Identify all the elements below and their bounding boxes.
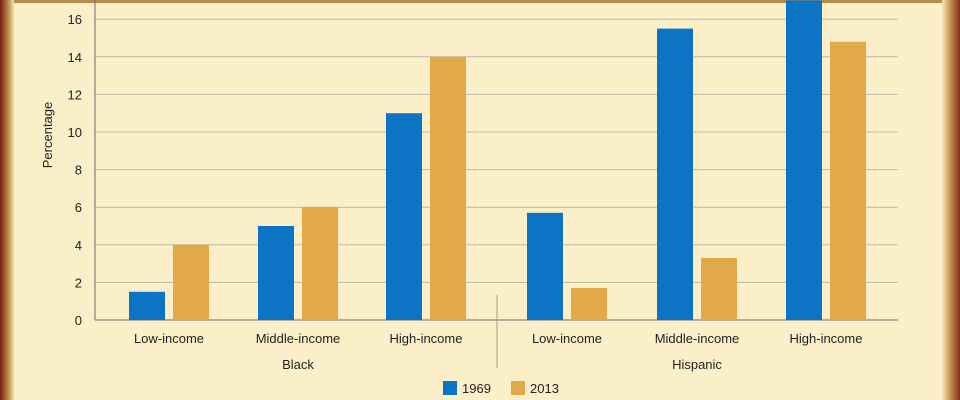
y-tick-label: 10 [68, 125, 82, 140]
top-edge-decoration [14, 0, 942, 3]
group-labels: Black Hispanic [282, 357, 722, 372]
category-labels: Low-income Middle-income High-income Low-in… [134, 331, 863, 346]
bar-1969-2 [386, 113, 422, 320]
y-axis-label: Percentage [40, 102, 55, 169]
right-edge-decoration [942, 0, 960, 400]
y-tick-label: 8 [75, 163, 82, 178]
category-label: Middle-income [655, 331, 740, 346]
bar-1969-5 [786, 0, 822, 321]
y-tick-label: 14 [68, 50, 82, 65]
category-label: Low-income [532, 331, 602, 346]
legend-label: 2013 [530, 381, 559, 396]
bar-2013-1 [302, 207, 338, 320]
y-tick-label: 4 [75, 238, 82, 253]
category-label: High-income [390, 331, 463, 346]
bar-2013-0 [173, 244, 209, 320]
group-label: Hispanic [672, 357, 722, 372]
bar-1969-4 [657, 28, 693, 320]
legend-swatch-1969 [443, 381, 457, 395]
gridlines [95, 18, 898, 283]
bar-2013-4 [701, 257, 737, 320]
y-tick-label: 0 [75, 313, 82, 328]
y-tick-label: 12 [68, 87, 82, 102]
bar-1969-0 [129, 291, 165, 320]
category-label: High-income [790, 331, 863, 346]
bar-2013-3 [571, 288, 607, 320]
category-label: Middle-income [256, 331, 341, 346]
legend-label: 1969 [462, 381, 491, 396]
group-label: Black [282, 357, 314, 372]
y-axis-ticks: 0 2 4 6 8 10 12 14 16 [68, 12, 82, 328]
left-edge-decoration [0, 0, 14, 400]
legend: 1969 2013 [443, 381, 559, 396]
bar-1969-1 [258, 226, 294, 320]
category-label: Low-income [134, 331, 204, 346]
y-tick-label: 16 [68, 12, 82, 27]
bar-2013-2 [430, 56, 466, 321]
bar-2013-5 [830, 41, 866, 320]
y-tick-label: 2 [75, 275, 82, 290]
bar-1969-3 [527, 212, 563, 320]
bars [129, 0, 866, 321]
y-tick-label: 6 [75, 200, 82, 215]
legend-swatch-2013 [511, 381, 525, 395]
